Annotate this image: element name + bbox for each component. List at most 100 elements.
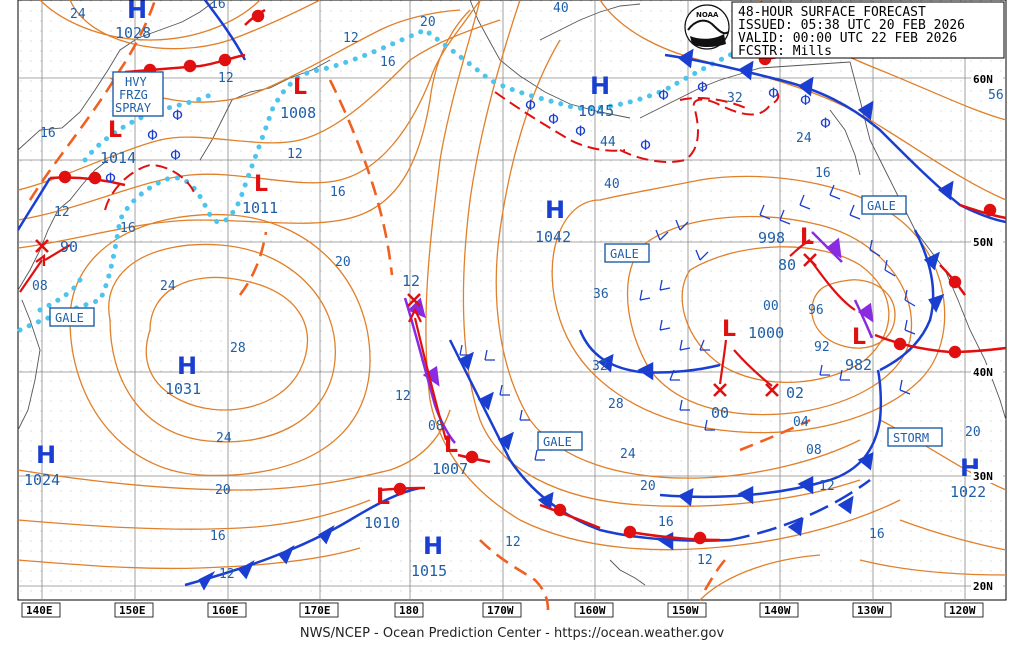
isobar-label: 16 bbox=[815, 166, 831, 181]
isobar-label: 20 bbox=[215, 483, 231, 498]
isobar-label: 24 bbox=[216, 431, 232, 446]
gale-warning: GALE bbox=[543, 435, 572, 449]
svg-text:Φ: Φ bbox=[147, 128, 158, 144]
low-symbol: L bbox=[800, 225, 814, 250]
svg-text:Φ: Φ bbox=[820, 116, 831, 132]
longitude-label: 140E bbox=[26, 604, 53, 617]
isobar-label: 12 bbox=[343, 31, 359, 46]
isobar-label: 28 bbox=[608, 397, 624, 412]
svg-text:Φ: Φ bbox=[172, 108, 183, 124]
high-pressure-centers: H 1028 H 1045 H 1042 H 1031 H 1024 H 101… bbox=[24, 0, 986, 580]
high-symbol: H bbox=[177, 352, 197, 380]
isobar-label: 92 bbox=[814, 340, 830, 355]
low-value: 1000 bbox=[748, 324, 784, 342]
future-low-value: 80 bbox=[778, 256, 796, 274]
forecast-forecaster: FCSTR: Mills bbox=[738, 44, 832, 59]
latitude-label: 20N bbox=[973, 580, 993, 593]
future-low-values: 90 12 80 00 02 bbox=[60, 238, 804, 422]
isobar-labels: 24 16 20 12 40 16 12 16 12 16 12 16 32 4… bbox=[32, 0, 1004, 582]
future-low-value: 00 bbox=[711, 404, 729, 422]
isobar-label: 24 bbox=[796, 131, 812, 146]
high-value: 1022 bbox=[950, 483, 986, 501]
longitude-label: 170W bbox=[487, 604, 514, 617]
isobar-label: 16 bbox=[330, 185, 346, 200]
low-symbol: L bbox=[444, 433, 458, 458]
isobar-label: 12 bbox=[287, 147, 303, 162]
low-value: 1010 bbox=[364, 514, 400, 532]
isobar-label: 16 bbox=[380, 55, 396, 70]
low-value: 1014 bbox=[100, 149, 136, 167]
svg-text:Φ: Φ bbox=[105, 171, 116, 187]
longitude-label: 150W bbox=[672, 604, 699, 617]
isobar-label: 12 bbox=[395, 389, 411, 404]
longitude-label: 160E bbox=[212, 604, 239, 617]
forecast-title: 48-HOUR SURFACE FORECAST bbox=[738, 5, 926, 20]
low-value: 1007 bbox=[432, 460, 468, 478]
isobar-label: 24 bbox=[620, 447, 636, 462]
isobar-label: 12 bbox=[218, 71, 234, 86]
svg-text:Φ: Φ bbox=[800, 93, 811, 109]
forecast-issued: ISSUED: 05:38 UTC 20 FEB 2026 bbox=[738, 18, 965, 33]
isobar-label: 12 bbox=[819, 479, 835, 494]
high-value: 1045 bbox=[578, 102, 614, 120]
isobar-label: 08 bbox=[428, 419, 444, 434]
cold-fronts bbox=[16, 0, 1007, 591]
gale-warning-box bbox=[537, 431, 583, 451]
warning-labels: HVY FRZG SPRAY GALE GALE GALE GALE STORM bbox=[49, 71, 943, 451]
svg-text:Φ: Φ bbox=[768, 86, 779, 102]
isobars bbox=[17, 0, 1007, 601]
footer-credit: NWS/NCEP - Ocean Prediction Center - htt… bbox=[299, 626, 725, 641]
longitude-label: 160W bbox=[579, 604, 606, 617]
low-symbol: L bbox=[852, 325, 866, 350]
svg-text:Φ: Φ bbox=[525, 98, 536, 114]
longitude-label: 150E bbox=[119, 604, 146, 617]
low-value: 998 bbox=[758, 229, 785, 247]
storm-tracks bbox=[19, 239, 856, 441]
low-value: 982 bbox=[845, 356, 872, 374]
longitude-label: 130W bbox=[857, 604, 884, 617]
latitude-label: 40N bbox=[973, 366, 993, 379]
isobar-label: 24 bbox=[160, 279, 176, 294]
isobar-label: 04 bbox=[793, 415, 809, 430]
storm-warning-box bbox=[887, 427, 943, 447]
storm-warning: STORM bbox=[893, 431, 929, 445]
future-low-value: 12 bbox=[402, 272, 420, 290]
isobar-label: 16 bbox=[40, 126, 56, 141]
high-value: 1042 bbox=[535, 228, 571, 246]
high-value: 1024 bbox=[24, 471, 60, 489]
noaa-logo: NOAA bbox=[684, 4, 730, 50]
freezing-spray-area bbox=[104, 89, 780, 211]
low-symbol: L bbox=[108, 118, 122, 143]
isobar-label: 36 bbox=[593, 287, 609, 302]
isobar-label: 08 bbox=[806, 443, 822, 458]
wind-barbs bbox=[459, 184, 916, 461]
isobar-label: 16 bbox=[120, 221, 136, 236]
isobar-label: 16 bbox=[869, 527, 885, 542]
isobar-label: 32 bbox=[727, 91, 743, 106]
low-symbol: L bbox=[254, 172, 268, 197]
latitude-label: 60N bbox=[973, 73, 993, 86]
gale-warning: GALE bbox=[55, 311, 84, 325]
isobar-label: 12 bbox=[219, 567, 235, 582]
isobar-label: 00 bbox=[763, 299, 779, 314]
forecast-header: 48-HOUR SURFACE FORECAST ISSUED: 05:38 U… bbox=[731, 1, 1005, 59]
high-value: 1028 bbox=[115, 24, 151, 42]
future-low-positions bbox=[35, 239, 817, 397]
occluded-fronts bbox=[403, 231, 874, 444]
noaa-logo-text: NOAA bbox=[696, 11, 719, 19]
isobar-label: 20 bbox=[335, 255, 351, 270]
gale-warning-box bbox=[49, 307, 95, 327]
low-symbol: L bbox=[293, 75, 307, 100]
low-symbol: L bbox=[722, 317, 736, 342]
spray-warning-box bbox=[112, 71, 164, 117]
isobar-label: 40 bbox=[604, 177, 620, 192]
longitude-label: 170E bbox=[304, 604, 331, 617]
high-symbol: H bbox=[590, 72, 610, 100]
high-symbol: H bbox=[423, 532, 443, 560]
isobar-label: 96 bbox=[808, 303, 824, 318]
low-value: 1008 bbox=[280, 104, 316, 122]
svg-text:Φ: Φ bbox=[575, 124, 586, 140]
isobar-label: 32 bbox=[592, 359, 608, 374]
gale-warning: GALE bbox=[610, 247, 639, 261]
